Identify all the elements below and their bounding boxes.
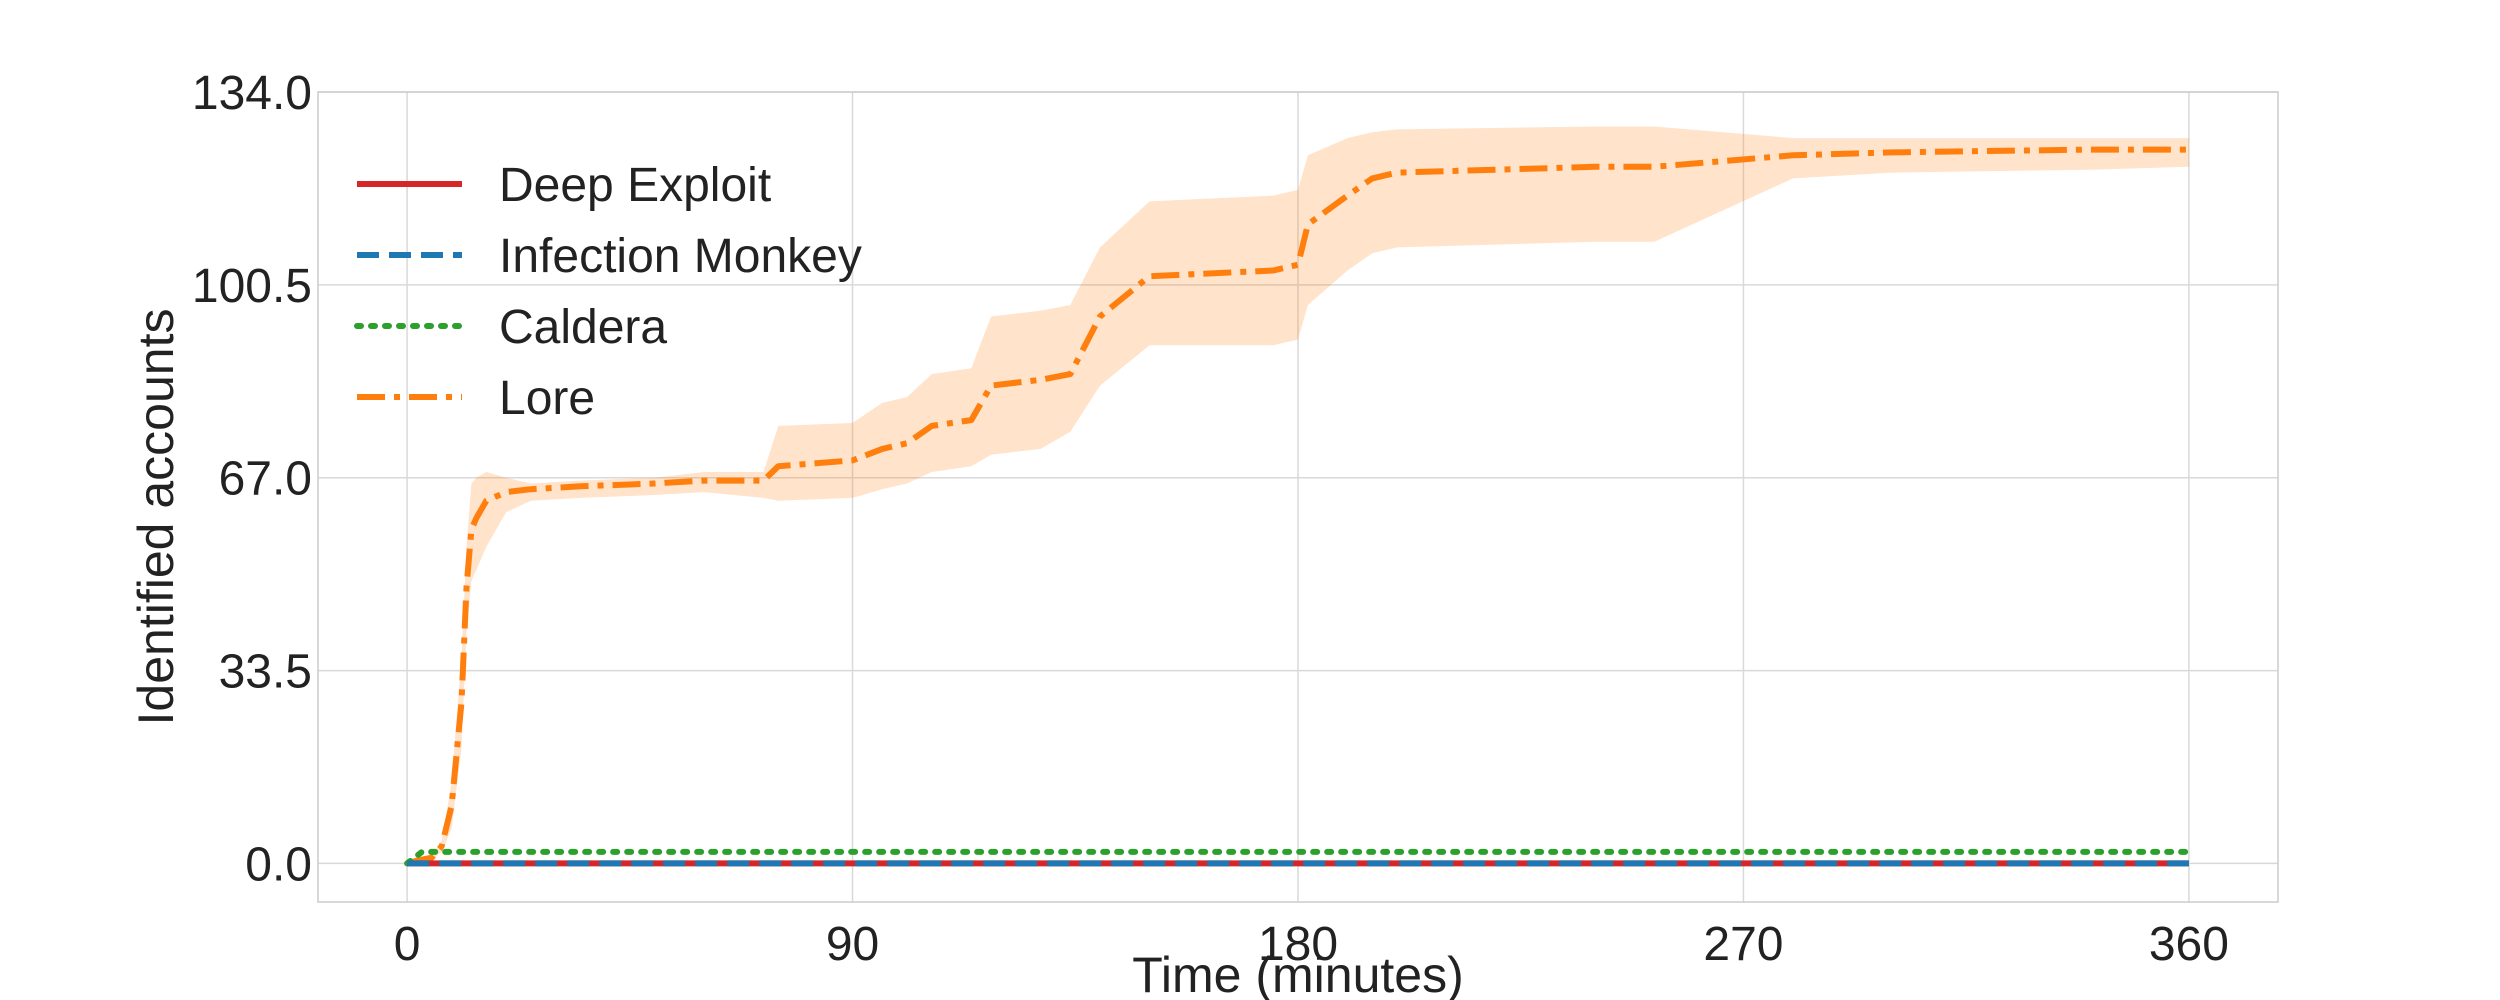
y-tick-label: 100.5 xyxy=(192,260,312,313)
x-tick-label: 360 xyxy=(2149,918,2229,971)
infection-monkey-legend-label: Infection Monkey xyxy=(499,230,862,283)
y-tick-label: 134.0 xyxy=(192,67,312,120)
x-tick-label: 0 xyxy=(394,918,421,971)
lore-line xyxy=(406,146,2189,867)
legend: Deep Exploit Infection Monkey Caldera Lore xyxy=(354,159,862,425)
tick-labels: 0 90 180 270 360 0.0 33.5 67.0 100.5 134.0 xyxy=(192,67,2229,971)
lore-confidence-band xyxy=(407,126,2189,864)
confidence-bands xyxy=(407,126,2189,864)
x-tick-label: 180 xyxy=(1258,918,1338,971)
y-tick-label: 67.0 xyxy=(219,453,312,506)
y-tick-label: 33.5 xyxy=(219,646,312,699)
lore-legend-label: Lore xyxy=(499,372,595,425)
plot-frame xyxy=(317,91,2279,903)
caldera-legend-label: Caldera xyxy=(499,301,667,354)
y-axis-title: Identified accounts xyxy=(128,309,184,726)
x-tick-label: 270 xyxy=(1703,918,1783,971)
deep-exploit-legend-label: Deep Exploit xyxy=(499,159,771,212)
x-axis-title: Time (minutes) xyxy=(1132,947,1464,1000)
caldera-line xyxy=(404,848,2192,867)
series-lines xyxy=(404,146,2192,867)
y-tick-label: 0.0 xyxy=(245,838,312,891)
x-tick-label: 90 xyxy=(826,918,879,971)
